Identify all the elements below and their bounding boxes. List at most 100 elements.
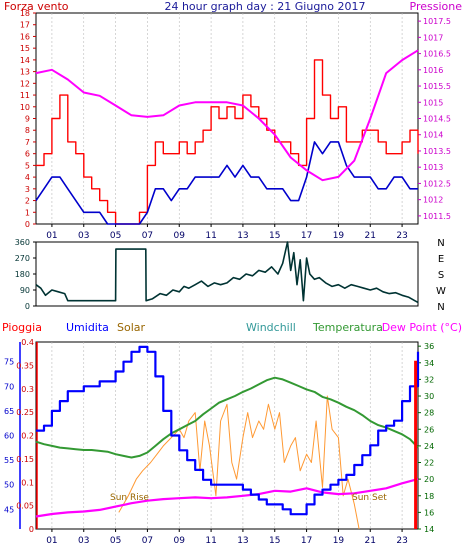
rain-label: Pioggia: [2, 321, 42, 334]
panel1-left-tick-label: 3: [25, 185, 30, 194]
panel2-compass-label: N: [437, 302, 444, 313]
panel1-left-tick-label: 13: [20, 68, 30, 77]
panel1-left-tick-label: 5: [25, 161, 30, 170]
panel2-compass-label: N: [437, 238, 444, 249]
panel3-humidity-tick-label: 45: [4, 505, 14, 514]
panel1-left-tick-label: 11: [20, 91, 30, 100]
panel3-humidity-tick-label: 55: [4, 456, 14, 465]
panel3-rain-tick-label: 0.1: [21, 478, 34, 487]
humidity-label: Umidita: [66, 321, 109, 334]
panel1-x-tick-label: 07: [142, 231, 153, 241]
panel1-x-tick-label: 01: [46, 231, 57, 241]
panel1-x-tick-label: 09: [174, 231, 186, 241]
panel1-left-tick-label: 2: [25, 197, 30, 206]
panel3-x-tick-label: 03: [78, 536, 89, 546]
panel3-x-tick-label: 17: [301, 536, 312, 546]
wind-direction-panel: 0 N 90 W 180 S 270 E 360 N: [15, 238, 446, 313]
panel1-right-tick-label: 1015.5: [423, 82, 451, 91]
panel3-right-tick-label: 18: [424, 492, 434, 501]
panel1-right-tick-label: 1011.5: [423, 212, 451, 221]
sunset-label: Sun Set: [352, 493, 387, 503]
panel3-right-tick-label: 24: [424, 442, 434, 451]
panel3-humidity-tick-label: 65: [4, 407, 14, 416]
panel3-right-tick-label: 28: [424, 409, 434, 418]
panel3-x-tick-label: 01: [46, 536, 57, 546]
panel1-x-tick-label: 13: [237, 231, 248, 241]
panel3-right-tick-label: 30: [424, 392, 434, 401]
panel3-right-tick-label: 16: [424, 508, 434, 517]
wind-force-label: Forza vento: [4, 0, 69, 13]
panel2-left-tick-label: 360: [15, 238, 30, 247]
temperature-label: Temperatura: [312, 321, 383, 334]
panel3-right-tick-label: 26: [424, 425, 434, 434]
panel3-rain-tick-label: 0.25: [16, 408, 34, 417]
panel3-x-tick-label: 09: [174, 536, 186, 546]
panel1-left-tick-label: 15: [20, 44, 30, 53]
panel2-left-tick-label: 180: [15, 270, 30, 279]
panel2-compass-label: W: [436, 286, 446, 297]
panel3-x-tick-label: 05: [110, 536, 121, 546]
panel1-right-tick-label: 1013.5: [423, 147, 451, 156]
panel1-left-tick-label: 7: [25, 138, 30, 147]
panel3-rain-tick-label: 0.3: [21, 385, 34, 394]
chart-title: 24 hour graph day : 21 Giugno 2017: [164, 0, 365, 13]
panel1-right-tick-label: 1017.5: [423, 17, 451, 26]
panel3-rain-tick-label: 0.4: [21, 338, 34, 347]
panel1-left-tick-label: 6: [25, 150, 30, 159]
panel1-left-tick-label: 1: [25, 208, 30, 217]
panel3-x-tick-label: 19: [333, 536, 345, 546]
panel3-x-tick-label: 15: [269, 536, 280, 546]
panel1-left-tick-label: 16: [20, 32, 30, 41]
panel1-right-tick-label: 1014.5: [423, 115, 451, 124]
panel1-x-tick-label: 05: [110, 231, 121, 241]
wind-direction-line: [35, 241, 419, 304]
panel1-left-tick-label: 0: [25, 220, 30, 229]
panel3-right-tick-label: 34: [424, 359, 434, 368]
panel1-right-tick-label: 1013: [423, 163, 443, 172]
temperature-series-line: [35, 376, 419, 459]
panel3-rain-tick-label: 0.15: [16, 455, 34, 464]
panel1-right-tick-label: 1012: [423, 196, 443, 205]
panel3-rain-tick-label: 0.05: [16, 502, 34, 511]
panel3-x-tick-label: 07: [142, 536, 153, 546]
panel2-left-tick-label: 0: [25, 302, 30, 311]
gust-series-line: [36, 59, 419, 225]
panel1-right-tick-label: 1012.5: [423, 179, 451, 188]
panel3-humidity-tick-label: 75: [4, 358, 14, 367]
solar-label: Solar: [117, 321, 146, 334]
panel3-right-tick-label: 22: [424, 459, 434, 468]
panel1-left-tick-label: 8: [25, 126, 30, 135]
wind-pressure-panel: 01 03 05 07 09 11 13 15 17 19 21 230123456789101112…: [20, 9, 451, 241]
panel3-right-tick-label: 20: [424, 475, 434, 484]
solar-series-line: [118, 395, 360, 530]
panel1-right-tick-label: 1015: [423, 98, 443, 107]
panel1-left-tick-label: 9: [25, 115, 30, 124]
panel2-compass-label: S: [438, 270, 444, 281]
panel1-right-tick-label: 1016: [423, 66, 443, 75]
dewpoint-series-line: [35, 478, 419, 518]
panel3-rain-tick-label: 0.2: [21, 432, 34, 441]
wind-series-line: [35, 141, 418, 225]
panel1-left-tick-label: 17: [20, 21, 30, 30]
panel1-x-tick-label: 11: [205, 231, 216, 241]
panel1-x-tick-label: 03: [78, 231, 89, 241]
pressure-label: Pressione: [410, 0, 463, 13]
panel1-left-tick-label: 18: [20, 9, 30, 18]
temperature-humidity-panel: 01 03 05 07 09 11 13 15 17 19 21 23 0 0.05 0.1 0.15 0.2 0…: [4, 338, 434, 546]
panel3-right-tick-label: 14: [424, 525, 434, 534]
panel3-x-tick-label: 13: [237, 536, 248, 546]
panel3-x-tick-label: 23: [396, 536, 407, 546]
panel2-compass-label: E: [438, 254, 444, 265]
panel3-rain-tick-label: 0.35: [16, 361, 34, 370]
panel1-right-tick-label: 1017: [423, 33, 443, 42]
panel1-x-tick-label: 21: [365, 231, 376, 241]
pressure-series-line: [35, 49, 419, 182]
windchill-label: Windchill: [246, 321, 296, 334]
panel3-humidity-tick-label: 60: [4, 432, 14, 441]
panel1-right-tick-label: 1014: [423, 131, 443, 140]
panel3-x-tick-label: 11: [205, 536, 216, 546]
panel3-right-tick-label: 32: [424, 375, 434, 384]
panel2-left-tick-label: 270: [15, 254, 30, 263]
panel1-left-tick-label: 14: [20, 56, 30, 65]
